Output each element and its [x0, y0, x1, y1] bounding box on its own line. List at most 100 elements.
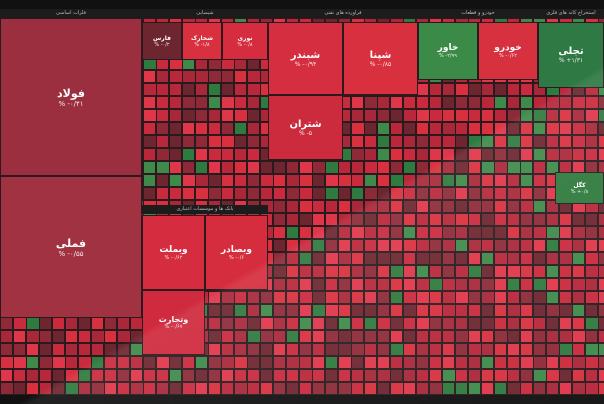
stock-change: % -۲/۹۹ [439, 53, 457, 59]
stock-change: % -۱/۸ [194, 41, 210, 48]
small-tile [494, 122, 507, 135]
small-tile [507, 122, 520, 135]
small-tile [442, 252, 455, 265]
stock-symbol: خاور [437, 43, 459, 53]
small-tile [390, 278, 403, 291]
small-tile [442, 382, 455, 395]
small-tile [286, 278, 299, 291]
small-tile [481, 226, 494, 239]
small-tile [533, 148, 546, 161]
small-tile [312, 356, 325, 369]
small-tile [169, 382, 182, 395]
small-tile [338, 200, 351, 213]
stock-change: % -۰/۶ [228, 254, 245, 261]
small-tile [598, 291, 604, 304]
small-tile [598, 109, 604, 122]
stock-tile: نوری% -۰/۸ [222, 22, 268, 60]
small-tile [273, 200, 286, 213]
small-tile [273, 252, 286, 265]
small-tile [494, 356, 507, 369]
small-tile [481, 83, 494, 96]
small-tile [143, 174, 156, 187]
small-tile [234, 174, 247, 187]
small-tile [208, 382, 221, 395]
small-tile [455, 369, 468, 382]
small-tile [520, 278, 533, 291]
small-tile [520, 122, 533, 135]
small-tile [559, 291, 572, 304]
small-tile [442, 343, 455, 356]
small-tile [273, 330, 286, 343]
small-tile [221, 109, 234, 122]
small-tile [429, 83, 442, 96]
small-tile [117, 343, 130, 356]
small-tile [104, 330, 117, 343]
small-tile [208, 109, 221, 122]
small-tile [507, 200, 520, 213]
small-tile [572, 213, 585, 226]
small-tile [286, 317, 299, 330]
small-tile [364, 226, 377, 239]
small-tile [364, 148, 377, 161]
small-tile [299, 252, 312, 265]
small-tile [273, 187, 286, 200]
small-tile [156, 382, 169, 395]
small-tile [234, 304, 247, 317]
small-tile [247, 148, 260, 161]
small-tile [468, 122, 481, 135]
small-tile [78, 343, 91, 356]
small-tile [286, 369, 299, 382]
small-tile [247, 109, 260, 122]
small-tile [546, 317, 559, 330]
small-tile [299, 239, 312, 252]
small-tile [13, 343, 26, 356]
small-tile [247, 122, 260, 135]
stock-symbol: شبندر [290, 49, 321, 61]
small-tile [507, 317, 520, 330]
small-tile [130, 369, 143, 382]
small-tile [39, 330, 52, 343]
small-tile [598, 304, 604, 317]
small-tile [286, 213, 299, 226]
small-tile [325, 226, 338, 239]
small-tile [143, 148, 156, 161]
small-tile [481, 369, 494, 382]
small-tile [286, 330, 299, 343]
small-tile [338, 239, 351, 252]
small-tile [273, 278, 286, 291]
small-tile [533, 304, 546, 317]
small-tile [468, 356, 481, 369]
small-tile [494, 226, 507, 239]
small-tile [65, 330, 78, 343]
small-tile [221, 304, 234, 317]
small-tile [221, 369, 234, 382]
small-tile [520, 213, 533, 226]
small-tile [234, 343, 247, 356]
small-tile [598, 356, 604, 369]
small-tile [559, 122, 572, 135]
small-tile [286, 161, 299, 174]
small-tile [559, 317, 572, 330]
small-tile [91, 356, 104, 369]
small-tile [377, 226, 390, 239]
small-tile [221, 122, 234, 135]
small-tile [182, 83, 195, 96]
small-tile [312, 330, 325, 343]
small-tile [403, 96, 416, 109]
small-tile [585, 122, 598, 135]
small-tile [234, 369, 247, 382]
small-tile [351, 135, 364, 148]
small-tile [494, 265, 507, 278]
small-tile [598, 213, 604, 226]
small-tile [169, 174, 182, 187]
small-tile [442, 330, 455, 343]
small-tile [338, 304, 351, 317]
small-tile [533, 135, 546, 148]
small-tile [208, 304, 221, 317]
small-tile [546, 278, 559, 291]
small-tile [455, 96, 468, 109]
small-tile [364, 382, 377, 395]
small-tile [572, 239, 585, 252]
small-tile [572, 304, 585, 317]
small-tile [208, 369, 221, 382]
